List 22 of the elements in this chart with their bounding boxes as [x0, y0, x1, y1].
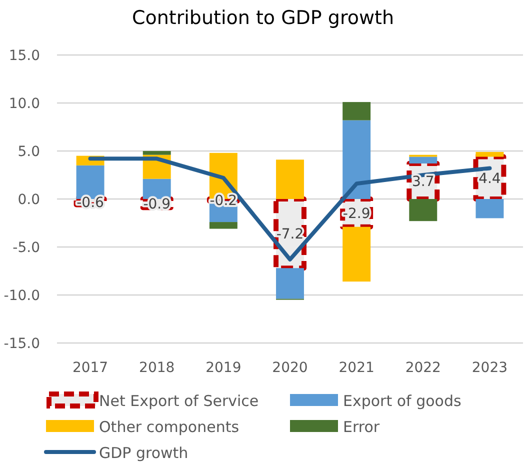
legend-label: Error — [343, 418, 380, 436]
x-tick-label: 2017 — [72, 360, 108, 376]
x-tick-label: 2022 — [405, 360, 441, 376]
y-tick-label: 0.0 — [18, 192, 40, 208]
y-tick-label: 5.0 — [18, 144, 40, 160]
x-tick-label: 2019 — [206, 360, 242, 376]
x-tick-label: 2018 — [139, 360, 175, 376]
x-tick-label: 2021 — [338, 360, 374, 376]
data-label: 4.4 — [478, 170, 501, 187]
y-tick-label: 15.0 — [8, 48, 40, 64]
legend-label: GDP growth — [99, 444, 188, 462]
legend-label: Export of goods — [343, 392, 462, 410]
x-tick-label: 2020 — [272, 360, 308, 376]
legend-label: Other components — [99, 418, 240, 436]
y-tick-label: -10.0 — [4, 288, 40, 304]
legend-label: Net Export of Service — [99, 392, 259, 410]
chart-title: Contribution to GDP growth — [132, 7, 394, 29]
y-tick-label: -5.0 — [12, 240, 40, 256]
y-tick-label: -15.0 — [4, 336, 40, 352]
y-tick-label: 10.0 — [8, 96, 40, 112]
x-tick-label: 2023 — [472, 360, 508, 376]
data-label: 3.7 — [412, 174, 434, 190]
